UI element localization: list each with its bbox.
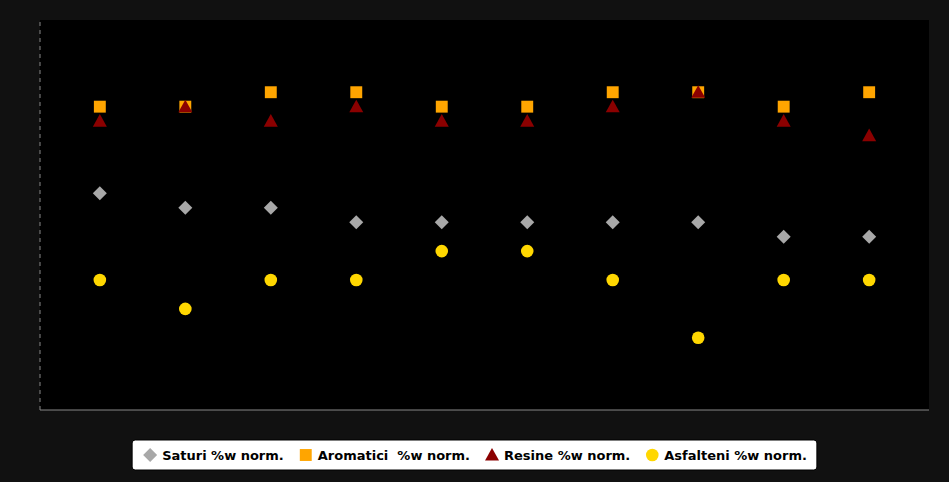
legend-label: Saturi %w norm. bbox=[162, 448, 284, 463]
point bbox=[349, 215, 363, 229]
point bbox=[93, 186, 107, 200]
point bbox=[350, 86, 362, 98]
point bbox=[606, 274, 619, 287]
point bbox=[436, 101, 448, 113]
legend-item: Aromatici %w norm. bbox=[300, 448, 470, 463]
point bbox=[607, 86, 619, 98]
legend-item: Asfalteni %w norm. bbox=[646, 448, 807, 463]
point bbox=[350, 274, 363, 287]
plot-area bbox=[40, 20, 929, 410]
legend-label: Resine %w norm. bbox=[504, 448, 630, 463]
point bbox=[264, 274, 277, 287]
point bbox=[777, 114, 791, 127]
point bbox=[521, 245, 534, 258]
point bbox=[862, 230, 876, 244]
series bbox=[93, 85, 876, 141]
point bbox=[692, 331, 705, 344]
point bbox=[94, 101, 106, 113]
point bbox=[778, 101, 790, 113]
point bbox=[93, 114, 107, 127]
point bbox=[264, 201, 278, 215]
series bbox=[94, 245, 876, 344]
point bbox=[777, 230, 791, 244]
legend: Saturi %w norm. Aromatici %w norm. Resine … bbox=[132, 440, 817, 470]
point bbox=[179, 303, 192, 316]
point bbox=[606, 100, 620, 113]
point bbox=[606, 215, 620, 229]
legend-marker bbox=[646, 449, 659, 462]
point bbox=[862, 129, 876, 142]
point bbox=[691, 215, 705, 229]
point bbox=[178, 201, 192, 215]
point bbox=[264, 114, 278, 127]
legend-item: Resine %w norm. bbox=[485, 448, 630, 463]
background bbox=[0, 0, 949, 482]
y-axis-line bbox=[40, 20, 41, 410]
legend-label: Aromatici %w norm. bbox=[318, 448, 470, 463]
chart: Saturi %w norm. Aromatici %w norm. Resine … bbox=[0, 0, 949, 482]
legend-marker bbox=[143, 448, 157, 462]
legend-item: Saturi %w norm. bbox=[143, 448, 284, 463]
series bbox=[94, 86, 875, 112]
marks bbox=[93, 85, 876, 344]
legend-box bbox=[132, 440, 817, 470]
x-axis-line bbox=[40, 410, 929, 411]
point bbox=[265, 86, 277, 98]
point bbox=[521, 101, 533, 113]
series bbox=[93, 186, 876, 243]
point bbox=[863, 274, 876, 287]
point bbox=[863, 86, 875, 98]
point bbox=[94, 274, 107, 287]
point bbox=[178, 100, 192, 113]
point bbox=[691, 85, 705, 98]
point bbox=[435, 114, 449, 127]
point bbox=[520, 114, 534, 127]
legend-marker bbox=[485, 448, 499, 461]
point bbox=[349, 100, 363, 113]
point bbox=[435, 215, 449, 229]
point bbox=[520, 215, 534, 229]
point bbox=[777, 274, 790, 287]
point bbox=[435, 245, 448, 258]
legend-marker bbox=[300, 449, 312, 461]
legend-label: Asfalteni %w norm. bbox=[664, 448, 807, 463]
